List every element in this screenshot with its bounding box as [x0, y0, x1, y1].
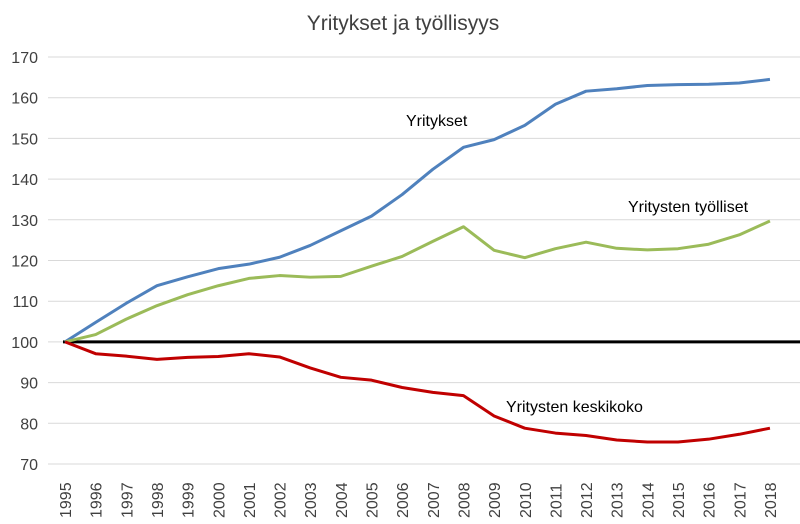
y-tick-label: 130: [11, 213, 38, 230]
x-tick-label: 2015: [671, 482, 688, 518]
x-tick-label: 2003: [303, 482, 320, 518]
y-tick-label: 120: [11, 254, 38, 271]
x-tick-label: 2012: [579, 482, 596, 518]
x-tick-label: 2018: [763, 482, 780, 518]
x-tick-label: 1995: [58, 482, 75, 518]
x-tick-label: 1997: [119, 482, 136, 518]
y-tick-label: 160: [11, 91, 38, 108]
y-tick-label: 100: [11, 335, 38, 352]
x-tick-label: 2017: [732, 482, 749, 518]
y-tick-label: 150: [11, 131, 38, 148]
x-tick-label: 2014: [640, 482, 657, 518]
series-line-2: [64, 340, 771, 444]
y-tick-label: 80: [20, 416, 38, 433]
series-lines: [64, 77, 771, 444]
series-line-1: [64, 219, 771, 344]
x-tick-label: 2011: [548, 483, 565, 518]
series-label-0: Yritykset: [406, 113, 468, 130]
y-tick-label: 140: [11, 172, 38, 189]
x-tick-label: 2004: [334, 482, 351, 518]
y-axis-tick-labels: 70 80 90 100 110 120 130 140 150 160 170: [11, 50, 38, 474]
y-tick-label: 70: [20, 457, 38, 474]
x-tick-label: 2007: [426, 482, 443, 518]
x-axis-tick-labels: 1995 1996 1997 1998 1999 2000 2001 2002 2003 2004…: [58, 482, 780, 518]
series-label-1: Yritysten työlliset: [628, 199, 749, 216]
x-tick-label: 1998: [150, 482, 167, 518]
x-tick-label: 2005: [365, 482, 382, 518]
x-tick-label: 2013: [610, 482, 627, 518]
y-tick-label: 110: [12, 294, 38, 311]
x-tick-label: 2016: [702, 482, 719, 518]
chart-title: Yritykset ja työllisyys: [307, 12, 500, 35]
y-tick-label: 170: [11, 50, 38, 67]
x-tick-label: 2006: [395, 482, 412, 518]
x-tick-label: 2008: [456, 482, 473, 518]
y-tick-label: 90: [20, 376, 38, 393]
series-label-2: Yritysten keskikoko: [506, 399, 643, 416]
x-tick-label: 1999: [181, 482, 198, 518]
x-tick-label: 2002: [273, 482, 290, 518]
x-tick-label: 1996: [89, 482, 106, 518]
x-tick-label: 2001: [242, 482, 259, 518]
x-tick-label: 2000: [211, 482, 228, 518]
gridlines: [48, 56, 800, 465]
x-tick-label: 2010: [518, 482, 535, 518]
x-tick-label: 2009: [487, 482, 504, 518]
series-line-0: [64, 77, 771, 344]
series-annotations: Yritykset Yritysten työlliset Yritysten ke…: [406, 113, 749, 416]
